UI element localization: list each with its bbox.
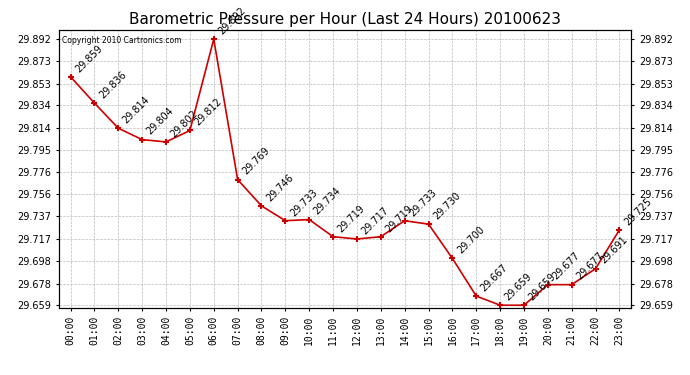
Text: 29.733: 29.733 (288, 187, 319, 218)
Text: 29.746: 29.746 (264, 172, 295, 203)
Text: Copyright 2010 Cartronics.com: Copyright 2010 Cartronics.com (61, 36, 181, 45)
Text: 29.717: 29.717 (359, 205, 391, 236)
Text: 29.719: 29.719 (384, 203, 415, 234)
Text: 29.802: 29.802 (169, 108, 200, 139)
Text: 29.659: 29.659 (526, 272, 558, 303)
Text: 29.677: 29.677 (551, 251, 582, 282)
Text: 29.667: 29.667 (479, 262, 510, 293)
Text: 29.659: 29.659 (503, 272, 534, 303)
Title: Barometric Pressure per Hour (Last 24 Hours) 20100623: Barometric Pressure per Hour (Last 24 Ho… (129, 12, 561, 27)
Text: 29.730: 29.730 (431, 190, 462, 221)
Text: 29.804: 29.804 (145, 106, 176, 137)
Text: 29.733: 29.733 (407, 187, 438, 218)
Text: 29.836: 29.836 (97, 69, 128, 100)
Text: 29.677: 29.677 (575, 251, 606, 282)
Text: 29.812: 29.812 (193, 97, 224, 128)
Text: 29.700: 29.700 (455, 225, 486, 256)
Text: 29.691: 29.691 (598, 235, 629, 266)
Text: 29.719: 29.719 (336, 203, 367, 234)
Text: 29.892: 29.892 (217, 5, 248, 36)
Text: 29.859: 29.859 (73, 43, 104, 74)
Text: 29.814: 29.814 (121, 94, 152, 125)
Text: 29.725: 29.725 (622, 196, 653, 227)
Text: 29.734: 29.734 (312, 186, 343, 217)
Text: 29.769: 29.769 (240, 146, 271, 177)
